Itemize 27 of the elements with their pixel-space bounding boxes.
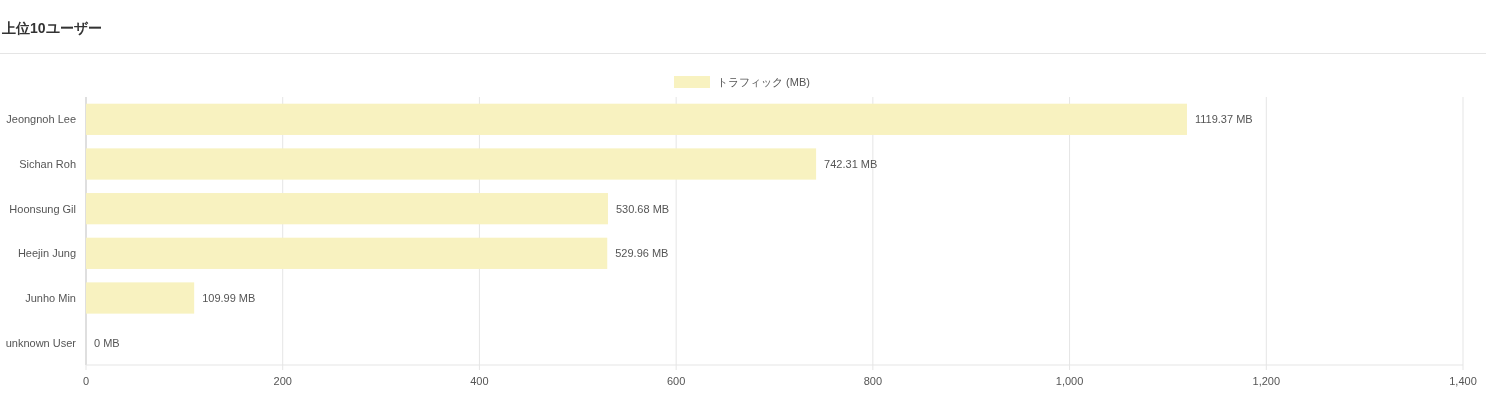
y-tick-label: Sichan Roh	[19, 158, 76, 170]
data-label: 0 MB	[94, 336, 120, 349]
legend-label: トラフィック (MB)	[717, 76, 810, 88]
y-tick-label: Heejin Jung	[17, 247, 76, 260]
x-tick-label: 1,400	[1449, 375, 1477, 387]
data-label: 109.99 MB	[202, 292, 256, 304]
bar	[86, 148, 817, 180]
bar	[86, 193, 608, 225]
chart-title: 上位10ユーザー	[1, 20, 102, 36]
data-label: 742.31 MB	[824, 158, 878, 170]
data-label: 529.96 MB	[615, 247, 669, 260]
x-tick-label: 0	[82, 375, 90, 387]
x-tick-label: 400	[470, 375, 489, 387]
bar	[86, 237, 608, 269]
y-tick-label: unknown User	[5, 336, 77, 349]
x-tick-label: 600	[666, 375, 686, 387]
data-label: 530.68 MB	[615, 202, 670, 215]
x-tick-label: 1,000	[1055, 375, 1084, 387]
x-tick-label: 1,200	[1252, 375, 1281, 387]
x-tick-label: 800	[863, 375, 883, 387]
bar	[86, 103, 1187, 135]
x-tick-label: 200	[273, 375, 292, 387]
y-tick-label: Hoonsung Gil	[9, 202, 76, 215]
y-tick-label: Junho Min	[25, 292, 76, 304]
data-label: 1119.37 MB	[1194, 113, 1253, 126]
y-tick-label: Jeongnoh Lee	[6, 113, 76, 126]
bar	[86, 282, 195, 314]
